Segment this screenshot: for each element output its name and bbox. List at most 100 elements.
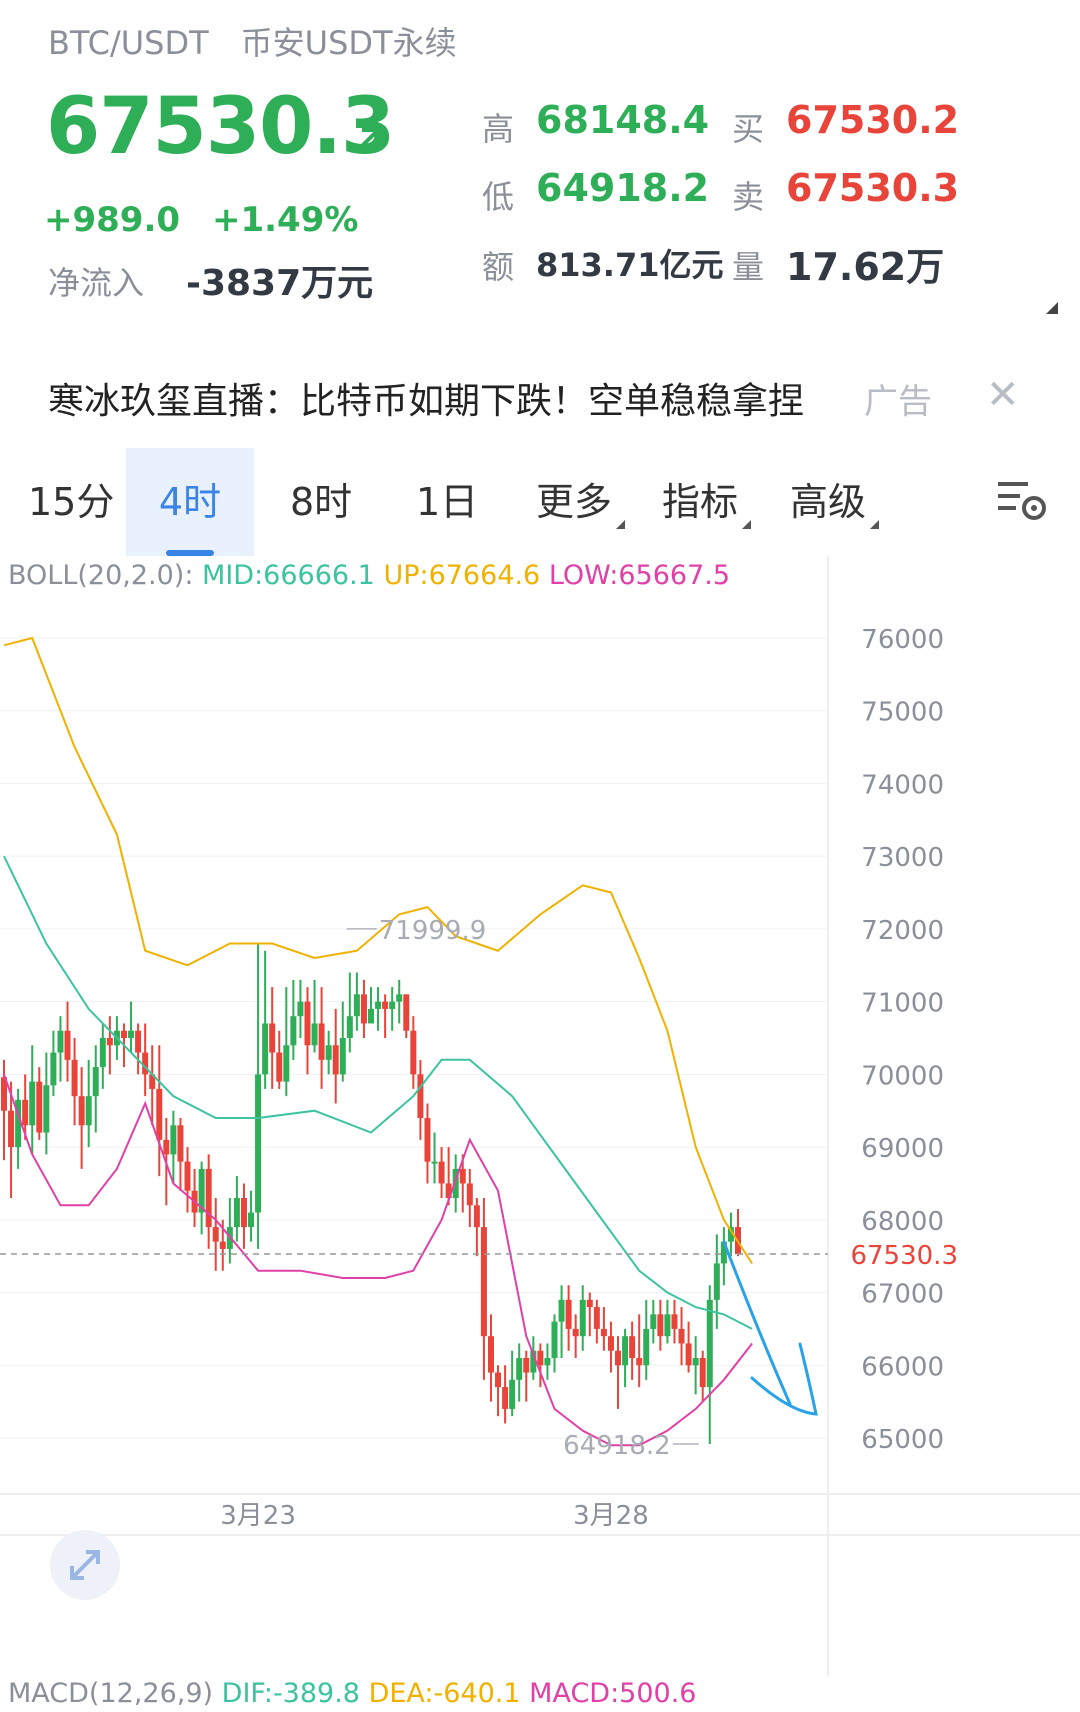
candle-body xyxy=(92,1067,99,1097)
candle-body xyxy=(135,1030,142,1053)
amount-value: 813.71亿元 xyxy=(536,246,724,284)
boll-up: UP:67664.6 xyxy=(383,560,541,591)
tab-4h[interactable]: 4时 xyxy=(126,448,254,556)
candle-body xyxy=(664,1314,671,1337)
candle-body xyxy=(685,1343,692,1366)
pair-symbol: BTC/USDT xyxy=(48,24,209,62)
macd-value: MACD:500.6 xyxy=(529,1678,697,1709)
y-tick-label: 74000 xyxy=(861,770,944,800)
candle-body xyxy=(727,1227,734,1242)
candle-body xyxy=(629,1336,636,1358)
ad-banner-text[interactable]: 寒冰玖玺直播：比特币如期下跌！空单稳稳拿捏 xyxy=(48,381,805,422)
candle-body xyxy=(452,1168,459,1198)
candle-body xyxy=(360,994,367,1024)
candle-body xyxy=(636,1358,643,1366)
candle-body xyxy=(516,1358,523,1380)
candle-body xyxy=(120,1030,127,1038)
tab-1d[interactable]: 1日 xyxy=(416,480,479,524)
candle-body xyxy=(43,1085,50,1133)
candle-body xyxy=(615,1350,622,1366)
bid-value: 67530.2 xyxy=(786,98,960,142)
candle-body xyxy=(128,1030,135,1038)
close-icon[interactable]: ✕ xyxy=(986,372,1020,418)
boll-upper-line xyxy=(3,636,753,1265)
high-label: 高 xyxy=(482,110,515,148)
candle-body xyxy=(50,1052,57,1086)
tab-more-label: 更多 xyxy=(536,480,613,524)
chart-settings-icon[interactable] xyxy=(996,478,1050,524)
candle-body xyxy=(1,1077,7,1111)
candle-body xyxy=(142,1052,149,1075)
candle-body xyxy=(255,1074,262,1213)
last-price: 67530.3 xyxy=(46,82,395,172)
candle-body xyxy=(424,1118,431,1162)
fullscreen-button[interactable] xyxy=(50,1530,120,1600)
active-tab-indicator xyxy=(166,550,214,556)
candle-body xyxy=(593,1307,600,1329)
candle-body xyxy=(71,1059,78,1097)
candle-body xyxy=(325,1045,332,1060)
candle-body xyxy=(332,1045,339,1075)
candlestick-chart[interactable]: 76000 75000 74000 73000 72000 71000 70000 69000… xyxy=(0,556,1080,1676)
candle-body xyxy=(487,1336,494,1373)
candle-body xyxy=(177,1125,184,1162)
tab-15m[interactable]: 15分 xyxy=(28,480,115,524)
candle-body xyxy=(495,1372,502,1388)
candle-body xyxy=(551,1321,558,1358)
candle-body xyxy=(438,1161,445,1184)
candle-body xyxy=(170,1125,177,1155)
price-change-percent: +1.49% xyxy=(212,200,359,240)
x-tick-label: 3月28 xyxy=(573,1501,649,1531)
x-tick-label: 3月23 xyxy=(220,1501,296,1531)
candle-body xyxy=(502,1387,509,1409)
candle-body xyxy=(22,1099,29,1126)
candle-body xyxy=(106,1038,113,1046)
candle-body xyxy=(304,1001,311,1046)
candle-body xyxy=(8,1110,15,1148)
tab-more[interactable]: 更多 xyxy=(536,448,626,556)
candle-body xyxy=(248,1212,255,1228)
y-tick-label: 65000 xyxy=(861,1425,944,1455)
ask-label: 卖 xyxy=(732,178,765,216)
candle-body xyxy=(156,1088,163,1140)
candle-body xyxy=(643,1328,650,1366)
candle-body xyxy=(600,1328,607,1337)
y-tick-label: 72000 xyxy=(861,916,944,946)
candle-body xyxy=(57,1030,64,1053)
y-tick-label: 66000 xyxy=(861,1352,944,1382)
min-marker-label: 64918.2 xyxy=(563,1431,671,1461)
y-tick-label: 71000 xyxy=(861,989,944,1019)
candle-body xyxy=(720,1241,727,1264)
candle-body xyxy=(706,1299,713,1388)
candle-body xyxy=(36,1081,43,1133)
expand-corner-icon[interactable] xyxy=(1046,302,1058,314)
candle-body xyxy=(198,1168,205,1213)
candle-body xyxy=(459,1168,466,1184)
max-marker-label: 71999.9 xyxy=(379,916,487,946)
y-tick-label: 69000 xyxy=(861,1134,944,1164)
macd-dif: DIF:-389.8 xyxy=(221,1678,360,1709)
boll-low: LOW:65667.5 xyxy=(548,560,731,591)
tab-indicators[interactable]: 指标 xyxy=(662,448,752,556)
boll-legend: BOLL(20,2.0): MID:66666.1 UP:67664.6 LOW… xyxy=(8,560,730,591)
candle-body xyxy=(29,1081,36,1126)
caret-down-icon xyxy=(616,520,626,529)
tab-advanced[interactable]: 高级 xyxy=(790,448,880,556)
candle-body xyxy=(15,1099,22,1148)
candle-body xyxy=(466,1183,473,1206)
candle-body xyxy=(403,994,410,1031)
macd-dea: DEA:-640.1 xyxy=(368,1678,521,1709)
y-tick-label: 70000 xyxy=(861,1061,944,1091)
candle-body xyxy=(445,1183,452,1198)
candle-body xyxy=(283,1045,290,1082)
y-tick-label: 73000 xyxy=(861,843,944,873)
candle-body xyxy=(339,1038,346,1075)
tab-8h[interactable]: 8时 xyxy=(290,480,353,524)
net-inflow-label: 净流入 xyxy=(48,264,145,302)
candle-body xyxy=(530,1350,537,1373)
candle-body xyxy=(650,1314,657,1329)
high-value: 68148.4 xyxy=(536,98,710,142)
arrow-up-right-icon xyxy=(354,128,380,154)
candle-body xyxy=(544,1358,551,1366)
pair-title: BTC/USDT 币安USDT永续 xyxy=(48,18,457,64)
